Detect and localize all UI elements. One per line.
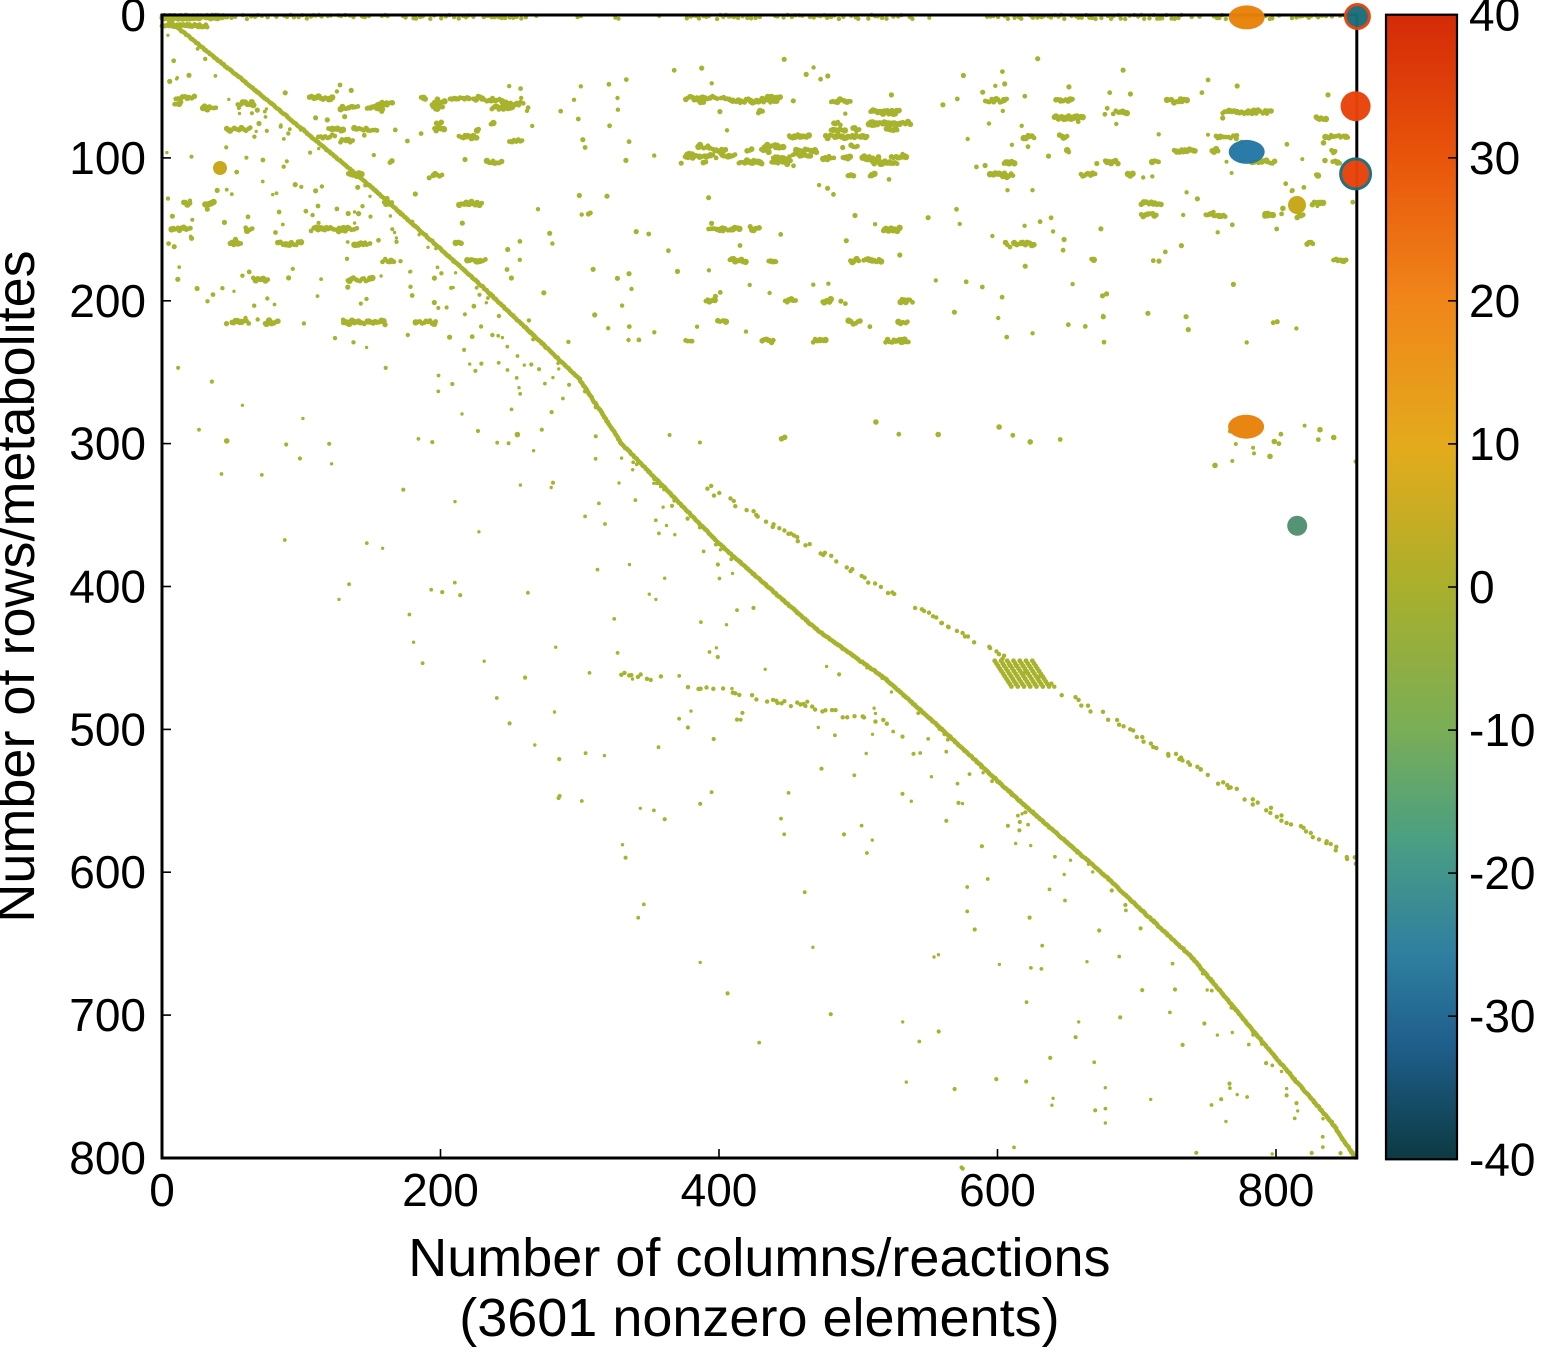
svg-text:300: 300 bbox=[69, 418, 146, 470]
svg-text:800: 800 bbox=[1238, 1164, 1315, 1216]
svg-text:-30: -30 bbox=[1469, 990, 1535, 1042]
svg-text:-40: -40 bbox=[1469, 1133, 1535, 1185]
svg-text:20: 20 bbox=[1469, 275, 1520, 327]
svg-text:400: 400 bbox=[681, 1164, 758, 1216]
svg-text:-10: -10 bbox=[1469, 704, 1535, 756]
svg-text:0: 0 bbox=[149, 1164, 175, 1216]
svg-text:0: 0 bbox=[120, 0, 146, 41]
svg-text:Number of columns/reactions: Number of columns/reactions bbox=[408, 1228, 1110, 1288]
svg-text:600: 600 bbox=[959, 1164, 1036, 1216]
svg-text:200: 200 bbox=[402, 1164, 479, 1216]
svg-text:0: 0 bbox=[1469, 561, 1495, 613]
svg-text:(3601 nonzero elements): (3601 nonzero elements) bbox=[459, 1288, 1059, 1348]
svg-text:700: 700 bbox=[69, 989, 146, 1041]
svg-text:500: 500 bbox=[69, 703, 146, 755]
svg-text:800: 800 bbox=[69, 1132, 146, 1184]
svg-text:40: 40 bbox=[1469, 0, 1520, 41]
svg-text:100: 100 bbox=[69, 132, 146, 184]
svg-text:600: 600 bbox=[69, 846, 146, 898]
svg-text:-20: -20 bbox=[1469, 847, 1535, 899]
svg-text:Number of rows/metabolites: Number of rows/metabolites bbox=[0, 250, 46, 922]
svg-text:30: 30 bbox=[1469, 132, 1520, 184]
svg-text:400: 400 bbox=[69, 561, 146, 613]
svg-text:200: 200 bbox=[69, 275, 146, 327]
svg-text:10: 10 bbox=[1469, 418, 1520, 470]
